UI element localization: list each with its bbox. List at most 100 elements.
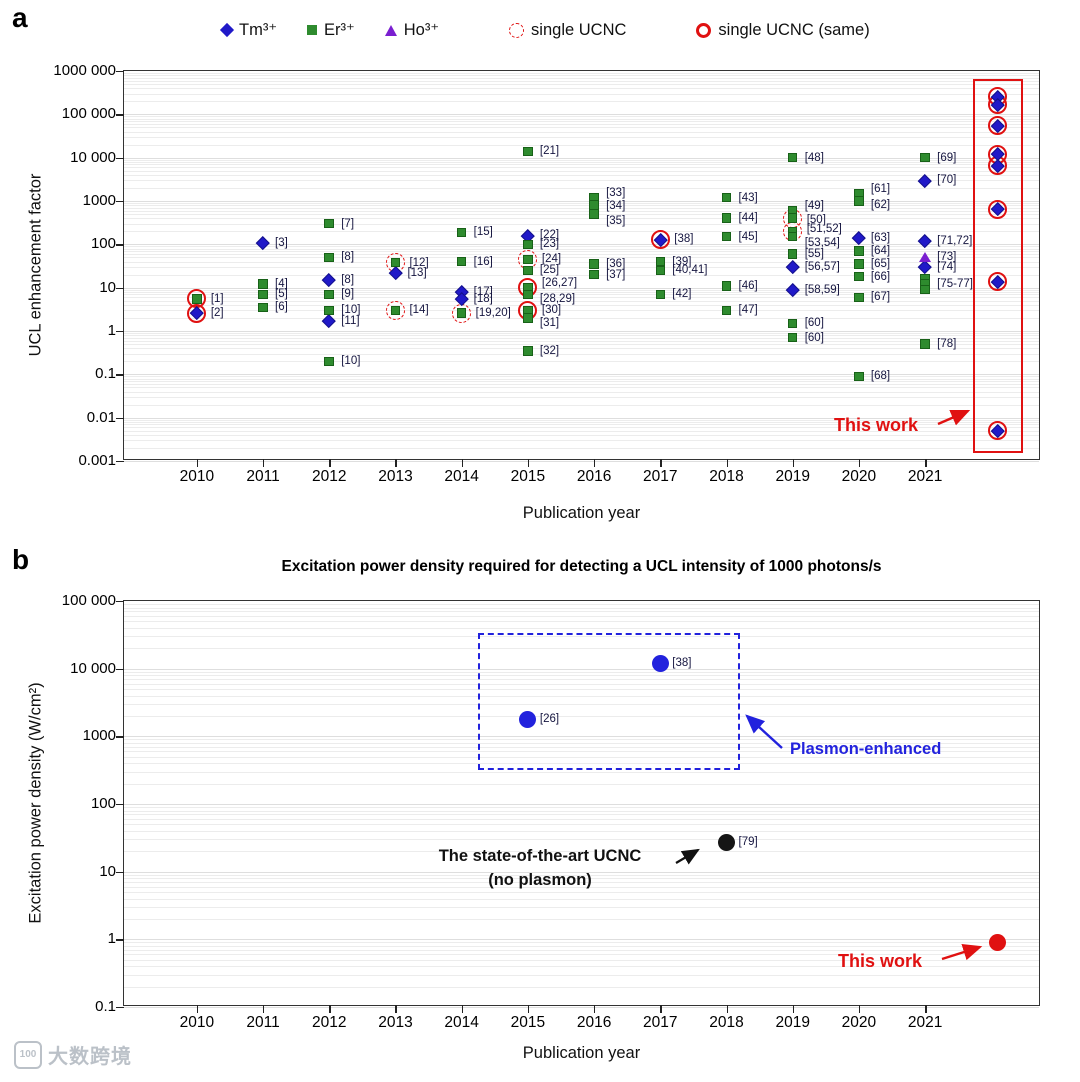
reference-label: [71,72] <box>937 234 973 247</box>
legend-label-single-ucnc-same: single UCNC (same) <box>718 20 870 39</box>
y-tick-label: 1 <box>107 930 116 948</box>
y-tick-mark <box>116 1007 124 1009</box>
y-tick-mark <box>116 114 124 116</box>
y-tick-label: 1 <box>107 322 116 339</box>
tm-point <box>322 314 336 328</box>
y-tick-mark <box>116 331 124 333</box>
gridline <box>124 736 1039 738</box>
legend-label-tm: Tm³⁺ <box>239 21 278 39</box>
gridline <box>124 830 1039 832</box>
gridline <box>124 159 1039 161</box>
er-point <box>854 246 864 256</box>
gridline <box>124 607 1039 609</box>
reference-label: [48] <box>804 151 824 164</box>
er-point <box>655 289 666 300</box>
x-tick-mark <box>792 1005 795 1013</box>
gridline <box>124 361 1039 363</box>
legend-item-single-ucnc-same: single UCNC (same) <box>696 20 870 40</box>
x-tick-label: 2016 <box>576 1014 612 1031</box>
reference-label: [9] <box>341 288 355 301</box>
gridline <box>124 387 1039 389</box>
gridline <box>124 127 1039 129</box>
y-tick-label: 100 <box>90 795 116 812</box>
reference-label: [11] <box>341 315 360 327</box>
reference-label: [21] <box>539 145 560 158</box>
solid-red-circle <box>988 421 1008 441</box>
reference-label: [24] <box>541 253 562 266</box>
y-tick-label: 100 000 <box>61 105 116 123</box>
er-point <box>324 356 334 367</box>
reference-label: [25] <box>539 264 560 277</box>
solid-red-circle-icon <box>696 22 712 38</box>
x-tick-mark <box>329 459 331 467</box>
y-tick-label: 0.001 <box>78 452 116 469</box>
solid-red-circle <box>988 271 1008 291</box>
gridline <box>124 814 1039 816</box>
reference-label: [65] <box>870 258 891 271</box>
reference-label: [44] <box>738 212 758 225</box>
gridline <box>124 287 1039 289</box>
x-tick-label: 2010 <box>179 468 215 485</box>
er-point <box>456 227 467 237</box>
er-point <box>787 318 798 329</box>
x-tick-mark <box>461 459 464 467</box>
gridline <box>124 337 1039 339</box>
gridline <box>124 679 1039 681</box>
gridline <box>124 174 1039 176</box>
gridline <box>124 892 1039 894</box>
x-tick-label: 2013 <box>378 1014 413 1031</box>
reference-label: [60] <box>804 331 824 344</box>
plasmon-dashed-box <box>478 632 740 770</box>
panel-b-plot: Plasmon-enhanced The state-of-the-art UC… <box>62 592 1040 1031</box>
er-point <box>523 265 533 276</box>
gridline <box>124 207 1039 209</box>
gridline <box>124 882 1039 884</box>
this-work-box <box>972 79 1023 454</box>
er-point <box>589 259 599 269</box>
gridline <box>124 297 1039 299</box>
x-tick-label: 2018 <box>709 1014 744 1031</box>
gridline <box>124 746 1039 748</box>
plasmon-point <box>651 654 669 672</box>
reference-label: [19,20] <box>475 307 511 320</box>
gridline <box>124 695 1039 697</box>
gridline <box>124 331 1039 332</box>
er-square-icon <box>307 25 318 35</box>
gridline <box>124 942 1039 944</box>
gridline <box>124 756 1039 758</box>
reference-label: [10] <box>341 355 361 368</box>
gridline <box>124 201 1039 202</box>
x-tick-label: 2017 <box>643 468 678 485</box>
reference-label: [26] <box>539 713 560 726</box>
gridline <box>124 88 1039 90</box>
gridline <box>124 77 1039 79</box>
reference-label: [6] <box>275 301 288 314</box>
y-tick-label: 10 000 <box>70 659 116 677</box>
gridline <box>124 164 1039 166</box>
gridline <box>124 907 1039 909</box>
x-tick-mark <box>792 459 795 467</box>
x-tick-mark <box>594 459 596 467</box>
gridline <box>124 627 1039 629</box>
gridline <box>124 261 1039 263</box>
gridline <box>124 202 1039 204</box>
y-tick-label: 1000 000 <box>53 62 116 79</box>
y-tick-label: 0.01 <box>86 408 116 426</box>
gridline <box>124 878 1039 880</box>
gridline <box>124 611 1039 613</box>
gridline <box>124 616 1039 617</box>
er-point <box>456 256 467 267</box>
gridline <box>124 751 1039 753</box>
gridline <box>124 704 1039 706</box>
y-tick-label: 100 <box>90 235 116 253</box>
this-work-annotation-a: This work <box>834 415 919 435</box>
er-point <box>655 265 666 276</box>
er-point <box>721 231 732 242</box>
x-tick-label: 2012 <box>311 1014 347 1031</box>
gridline <box>124 253 1039 255</box>
panel-a-plot: This work 0.001 0.01 0.1 1 10 100 1000 10 000 10… <box>53 62 1040 485</box>
er-point <box>523 146 533 157</box>
x-tick-label: 2020 <box>841 1014 877 1031</box>
x-tick-mark <box>858 459 861 467</box>
x-tick-label: 2020 <box>841 468 877 485</box>
